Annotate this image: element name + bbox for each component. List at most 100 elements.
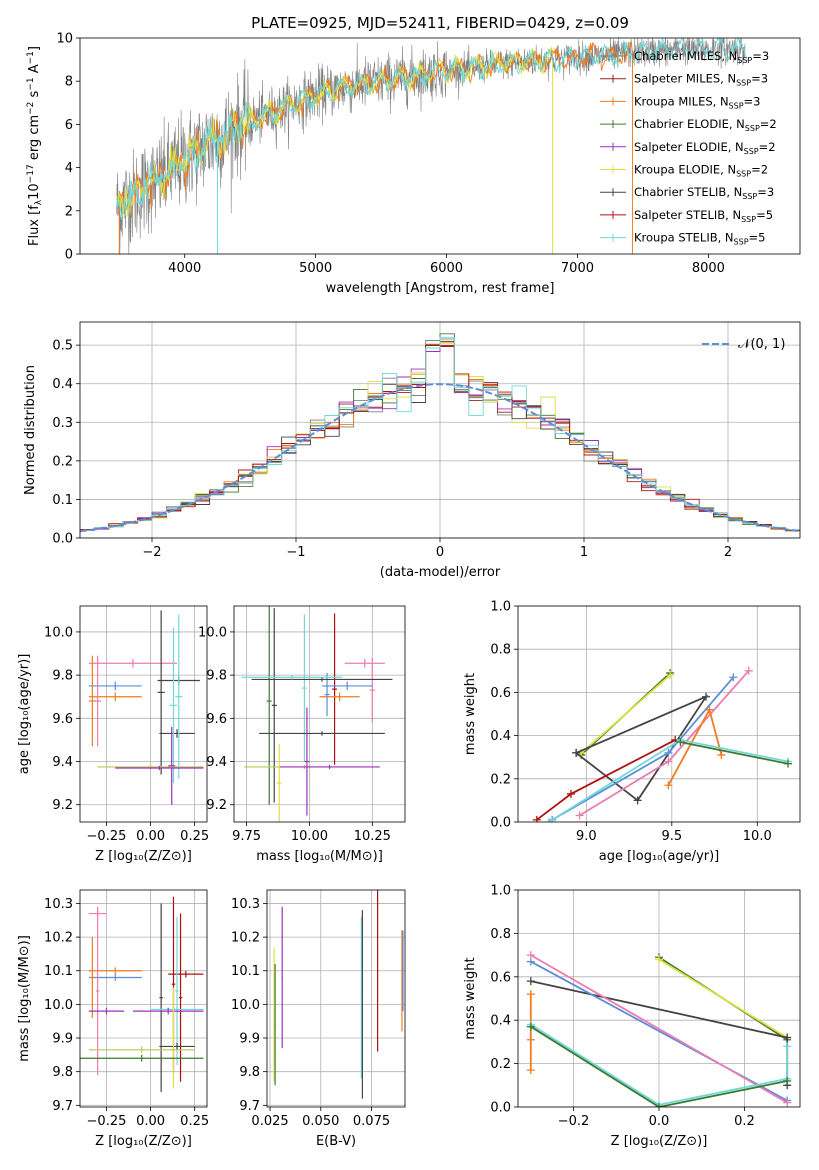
axes-residuals: −2 −1 0 1 2 0.0 0.1 0.2 0.3 0.4 0.5 (data-model)/er… [23, 321, 801, 580]
y-axis-label: mass weight [463, 673, 478, 755]
x-tick-label: 0.050 [302, 1114, 339, 1129]
errorbar-point [175, 916, 179, 1065]
x-tick-label: −0.25 [87, 1114, 127, 1129]
errorbar-point [241, 675, 343, 680]
y-tick-label: 9.4 [52, 755, 73, 770]
y-tick-label: 0.8 [490, 927, 511, 942]
series-marker [666, 671, 675, 680]
errorbar-point [94, 655, 102, 747]
x-axis-label: wavelength [Angstrom, rest frame] [326, 281, 555, 296]
x-tick-label: −0.25 [87, 829, 127, 844]
plot-area-mass-vs-Z [80, 890, 207, 1107]
axes-frame [79, 889, 208, 1108]
errorbar-point [361, 910, 363, 1099]
x-axis-label: Z [log₁₀(Z/Z⊙)] [611, 1134, 708, 1149]
y-tick-label: 1.0 [490, 600, 511, 615]
errorbar-point [80, 1054, 204, 1062]
y-tick-label: 9.4 [206, 755, 227, 770]
axes-spectrum: 4000 5000 6000 7000 8000 0 2 4 6 8 10 PLATE=0925, M… [26, 14, 801, 296]
y-axis-label: Flux [fλ10−17 erg cm−2 s−1 A−1] [26, 46, 44, 246]
y-tick-label: 0.1 [52, 493, 73, 508]
series-marker [784, 759, 793, 768]
errorbar-point [90, 937, 95, 1018]
errorbar-point [88, 1046, 195, 1054]
errorbar-point [279, 764, 380, 770]
y-tick-label: 9.2 [52, 798, 73, 813]
x-tick-label: 0.025 [251, 1114, 288, 1129]
plot-area-spectrum [116, 38, 748, 254]
y-tick-label: 0.3 [52, 416, 73, 431]
legend-entry: Chabrier MILES, NSSP=3 [634, 49, 769, 65]
x-tick-label: 9.0 [576, 829, 597, 844]
x-tick-label: 10.25 [354, 829, 391, 844]
errorbar-point [274, 964, 276, 1086]
legend-entry: Salpeter ELODIE, NSSP=2 [634, 140, 776, 156]
series-marker [532, 815, 541, 822]
y-tick-label: 10.2 [44, 931, 73, 946]
series-marker [575, 811, 584, 820]
errorbar-point [319, 692, 360, 702]
series-marker [705, 705, 714, 714]
x-tick-label: 9.75 [232, 829, 261, 844]
y-tick-label: 9.2 [206, 798, 227, 813]
series-marker [544, 818, 553, 822]
axes-weight-vs-age: 9.0 9.5 10.0 0.0 0.2 0.4 0.6 0.8 1.0 age [log₁₀(a… [463, 600, 801, 864]
x-tick-label: 0.25 [180, 829, 209, 844]
plot-area-age-vs-mass [234, 606, 405, 822]
axes-mass-vs-Z: −0.25 0.00 0.25 9.7 9.8 9.9 10.0 10.1 10.2 10.3 Z … [17, 889, 209, 1149]
series-marker [664, 757, 673, 766]
x-tick-label: 2 [724, 545, 732, 560]
series-line [530, 1025, 788, 1107]
y-tick-label: 0.6 [490, 970, 511, 985]
x-tick-label: 10.0 [743, 829, 772, 844]
series-marker [633, 796, 642, 805]
x-tick-label: 10.00 [291, 829, 328, 844]
y-tick-label: 10 [56, 32, 73, 47]
errorbar-point [266, 606, 272, 805]
series-marker [783, 1033, 792, 1042]
axes-frame [79, 605, 208, 823]
y-tick-label: 0.0 [52, 532, 73, 547]
x-tick-label: 0.25 [180, 1114, 209, 1129]
x-tick-label: −1 [286, 545, 305, 560]
y-tick-label: 10.3 [231, 897, 260, 912]
y-tick-label: 0.0 [490, 1101, 511, 1116]
errorbar-point [324, 672, 330, 717]
x-tick-label: 0.075 [353, 1114, 390, 1129]
errorbar-point [159, 1043, 195, 1050]
y-tick-label: 9.8 [206, 669, 227, 684]
y-tick-label: 1.0 [490, 884, 511, 899]
errorbar-point [369, 657, 375, 723]
x-tick-label: 1 [580, 545, 588, 560]
series-line [536, 739, 676, 821]
x-tick-label: 0 [436, 545, 444, 560]
y-tick-label: 6 [65, 118, 73, 133]
legend-entry: Salpeter MILES, NSSP=3 [634, 72, 768, 88]
y-tick-label: 0.6 [490, 686, 511, 701]
errorbar-point [402, 930, 404, 1012]
spectrum-model-kroupa_elodie [116, 47, 554, 217]
spectrum-data-line [116, 38, 746, 254]
y-tick-label: 9.9 [239, 1032, 260, 1047]
series-marker [676, 738, 685, 747]
y-tick-label: 0.8 [490, 643, 511, 658]
series-marker [526, 951, 535, 960]
plot-area-weight-vs-Z [518, 890, 800, 1107]
series-marker [566, 789, 575, 798]
legend-entry: Kroupa STELIB, NSSP=5 [634, 231, 765, 247]
x-tick-label: 0.00 [136, 1114, 165, 1129]
x-tick-label: 8000 [692, 261, 725, 276]
y-tick-label: 4 [65, 161, 73, 176]
series-line [680, 741, 789, 765]
errorbar-point [157, 610, 165, 775]
spectrum-model-kroupa_miles [118, 42, 633, 218]
legend-entry: 𝒩(0, 1) [738, 337, 785, 352]
y-tick-label: 8 [65, 75, 73, 90]
y-tick-label: 9.8 [52, 669, 73, 684]
axes-frame [266, 889, 406, 1108]
legend-entry: Salpeter STELIB, NSSP=5 [634, 208, 773, 224]
series-marker [526, 977, 535, 986]
axes-frame [233, 605, 406, 823]
x-tick-label: 6000 [430, 261, 463, 276]
